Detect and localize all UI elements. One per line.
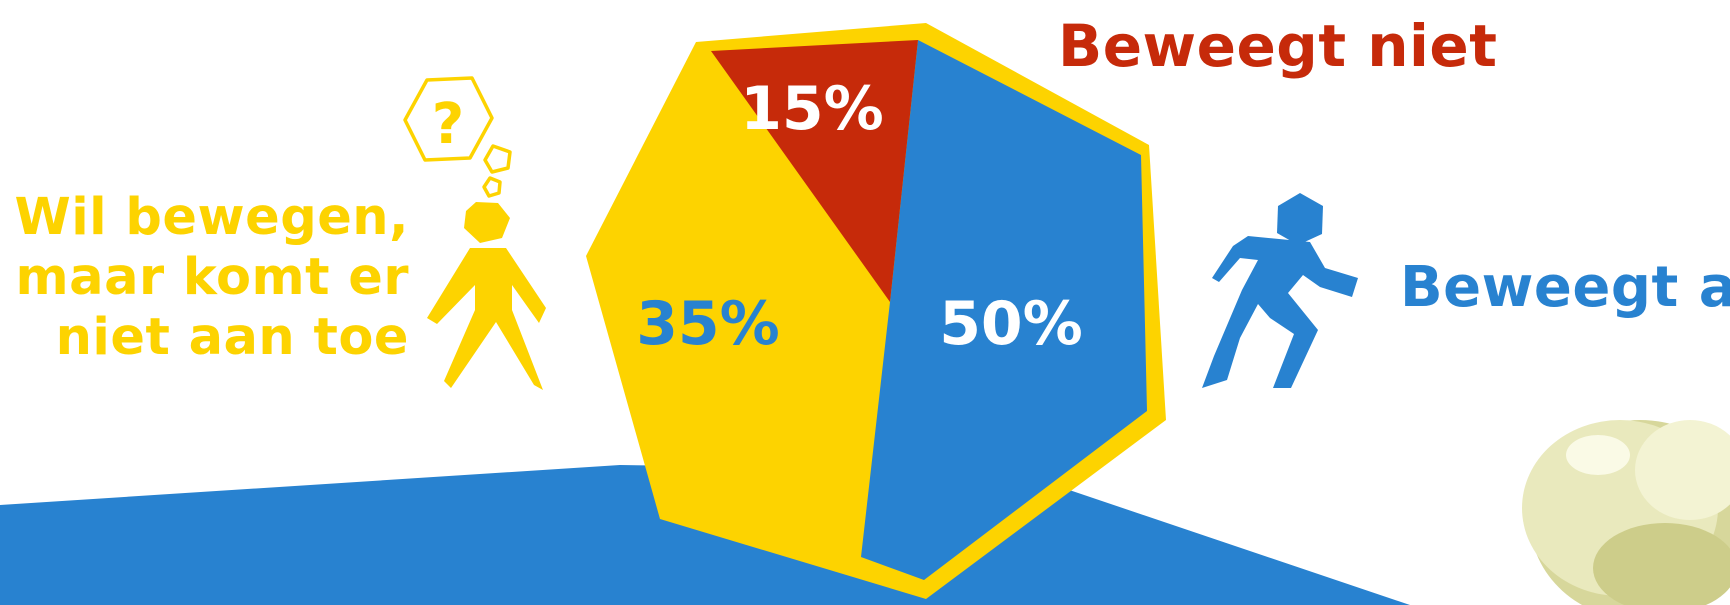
pie-chart: 15% 50% 35% bbox=[586, 23, 1166, 599]
pie-value-label-50: 50% bbox=[939, 289, 1083, 359]
legend-label-wil-bewegen-line-3: niet aan toe bbox=[55, 308, 409, 367]
legend-label-wil-bewegen-line-1: Wil bewegen, bbox=[14, 188, 409, 247]
pie-value-label-35: 35% bbox=[636, 289, 780, 359]
pie-value-label-15: 15% bbox=[740, 74, 884, 144]
question-thought-bubble-icon: ? bbox=[403, 76, 512, 198]
legend-label-beweegt-al: Beweegt al bbox=[1400, 255, 1730, 320]
pie-slice-beweegt-al bbox=[861, 40, 1147, 580]
legend-label-wil-bewegen: Wil bewegen, maar komt er niet aan toe bbox=[14, 188, 409, 368]
legend-label-wil-bewegen-line-2: maar komt er bbox=[15, 248, 409, 307]
thinking-person-icon bbox=[427, 202, 546, 390]
pie-slice-beweegt-niet bbox=[711, 40, 918, 302]
running-person-icon bbox=[1202, 193, 1358, 388]
decorative-balls-image bbox=[1522, 420, 1730, 605]
legend-label-beweegt-niet: Beweegt niet bbox=[1058, 12, 1498, 80]
svg-text:?: ? bbox=[432, 92, 464, 157]
